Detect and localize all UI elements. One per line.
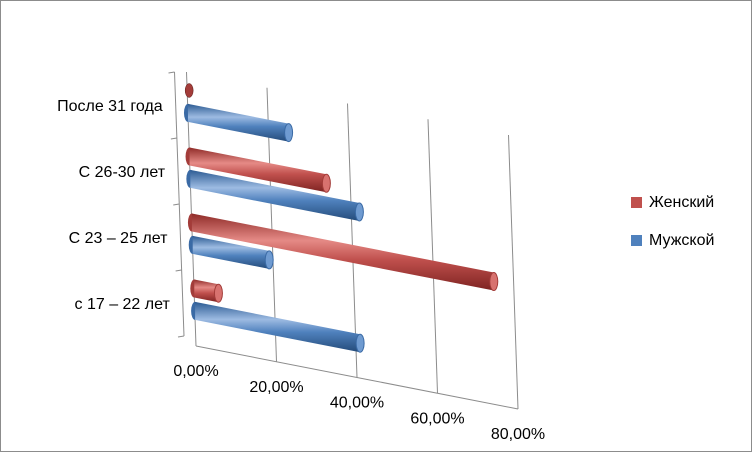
bar-1-0-end <box>355 333 365 353</box>
bar-1-3-end <box>284 123 294 143</box>
tick-label: 60,00% <box>410 410 464 427</box>
bar-0-2 <box>189 147 327 193</box>
legend-entry: Женский <box>649 194 714 211</box>
bar-0-1-end <box>489 272 499 292</box>
bar-1-1-end <box>264 250 274 270</box>
bar-1-2-end <box>354 202 364 222</box>
gridline <box>347 103 358 378</box>
bar-0-0-end <box>213 283 223 303</box>
bar-0-2-end <box>321 173 331 193</box>
category-tick <box>175 269 182 272</box>
category-tick <box>170 137 177 140</box>
category-label: После 31 года <box>57 98 163 115</box>
tick-label: 80,00% <box>491 426 545 443</box>
bar-0-0 <box>194 279 219 303</box>
bar-0-1 <box>191 213 494 291</box>
bar-1-2 <box>190 169 360 221</box>
gridline <box>427 119 438 394</box>
category-label: С 26-30 лет <box>79 164 166 181</box>
category-tick <box>177 335 185 338</box>
chart-bars <box>183 83 499 353</box>
legend-swatch <box>631 235 642 246</box>
legend-entry: Мужской <box>649 232 714 249</box>
chart-walls <box>168 71 519 410</box>
category-tick <box>173 203 180 206</box>
category-label: с 17 – 22 лет <box>75 296 171 313</box>
value-axis <box>195 345 519 410</box>
bar-1-1 <box>192 235 270 269</box>
category-label: С 23 – 25 лет <box>69 230 169 247</box>
tick-label: 40,00% <box>330 395 384 412</box>
tick-label: 0,00% <box>173 363 218 380</box>
chart-labels: с 17 – 22 лет С 23 – 25 лет С 26-30 лет Пос… <box>57 98 545 443</box>
legend: Женский Мужской <box>631 194 714 249</box>
category-tick <box>168 71 175 74</box>
legend-swatch <box>631 197 642 208</box>
tick-label: 20,00% <box>249 379 303 396</box>
bar-0-3 <box>184 83 194 98</box>
bar-1-0 <box>195 301 361 353</box>
gridline <box>508 134 519 410</box>
bar-1-3 <box>187 103 289 142</box>
